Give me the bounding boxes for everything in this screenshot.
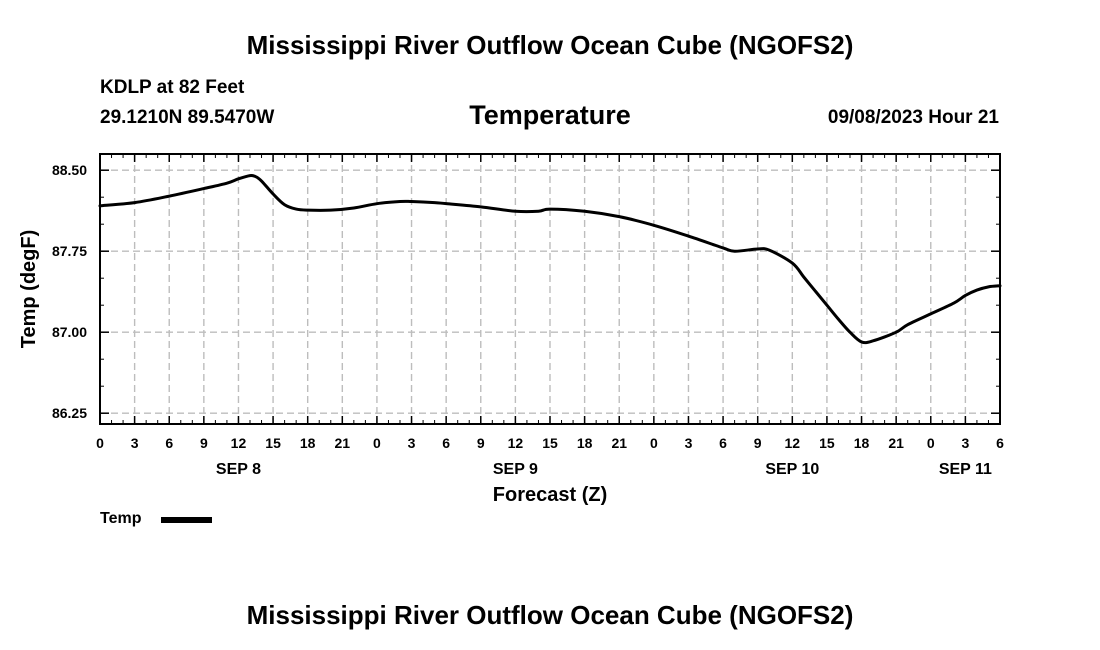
x-tick-label: 0 [650,435,658,451]
x-tick-label: 9 [477,435,485,451]
x-axis-title: Forecast (Z) [493,484,607,506]
x-tick-label: 21 [335,435,351,451]
day-label: SEP 11 [939,461,992,478]
x-tick-label: 15 [542,435,558,451]
x-tick-label: 21 [611,435,627,451]
day-label: SEP 10 [765,461,819,478]
x-tick-label: 0 [96,435,104,451]
x-tick-label: 3 [685,435,693,451]
legend-label: Temp [100,510,142,527]
x-tick-label: 12 [785,435,801,451]
x-tick-label: 15 [265,435,281,451]
x-tick-label: 0 [373,435,381,451]
chart-ticks [99,154,1001,424]
footer-title: Mississippi River Outflow Ocean Cube (NG… [246,600,854,630]
x-tick-label: 21 [888,435,904,451]
chart-grid [100,154,1000,424]
x-tick-label: 15 [819,435,835,451]
series-line-temp [98,173,1002,345]
chart-labels: 0 3 6 9 12 15 18 21 0 3 6 9 12 15 18 21 0 3 6 9 12 15 18 21 0 3 6 8… [18,162,1004,506]
page-title: Mississippi River Outflow Ocean Cube (NG… [246,30,854,60]
station-label: KDLP at 82 Feet [100,77,245,98]
x-tick-label: 3 [961,435,969,451]
chart-variable-title: Temperature [469,100,631,130]
x-tick-label: 6 [719,435,727,451]
y-tick-label: 86.25 [52,405,87,421]
x-tick-label: 12 [231,435,247,451]
y-tick-label: 88.50 [52,162,87,178]
x-tick-label: 12 [508,435,524,451]
legend-swatch [161,517,212,523]
x-tick-label: 9 [754,435,762,451]
x-tick-label: 0 [927,435,935,451]
x-tick-label: 3 [408,435,416,451]
y-axis-title: Temp (degF) [18,230,40,349]
day-label: SEP 8 [216,461,261,478]
x-tick-label: 18 [854,435,870,451]
x-tick-label: 9 [200,435,208,451]
y-tick-label: 87.75 [52,243,87,259]
x-tick-label: 6 [996,435,1004,451]
day-label: SEP 9 [493,461,538,478]
y-tick-label: 87.00 [52,324,87,340]
x-tick-label: 3 [131,435,139,451]
x-tick-label: 6 [165,435,173,451]
x-tick-label: 6 [442,435,450,451]
x-tick-label: 18 [577,435,593,451]
chart-series [98,173,1002,345]
x-tick-label: 18 [300,435,316,451]
forecast-datetime: 09/08/2023 Hour 21 [827,107,999,128]
station-coordinates: 29.1210N 89.5470W [100,107,275,128]
